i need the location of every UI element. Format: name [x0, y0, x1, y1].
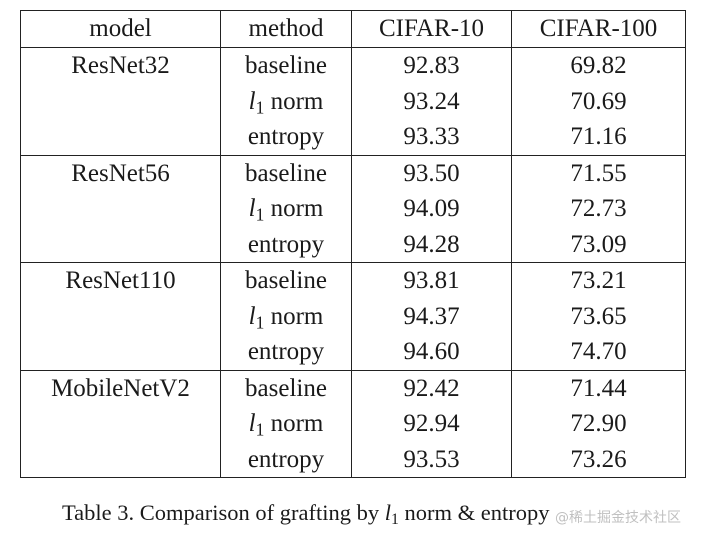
cifar100-cell: 72.73 — [511, 191, 686, 227]
method-math-sub: 1 — [255, 311, 265, 332]
table-row: entropy 93.33 71.16 — [21, 119, 686, 156]
method-cell: l1 norm — [220, 83, 352, 119]
method-math-rest: norm — [264, 302, 324, 330]
method-math-rest: norm — [264, 195, 324, 222]
method-cell: baseline — [220, 262, 352, 299]
table-row: l1 norm 92.94 72.90 — [21, 406, 686, 442]
cifar100-cell: 73.26 — [511, 441, 686, 478]
model-cell: ResNet32 — [20, 47, 221, 156]
header-cifar100: CIFAR-100 — [511, 10, 686, 48]
method-cell: entropy — [220, 334, 352, 371]
cifar100-cell: 71.55 — [511, 154, 686, 191]
cifar10-cell: 92.94 — [351, 406, 512, 442]
watermark-text: @稀土掘金技术社区 — [555, 510, 681, 526]
cifar10-cell: 94.28 — [351, 226, 512, 263]
method-cell: l1 norm — [220, 298, 352, 334]
table-row: l1 norm 93.24 70.69 — [21, 83, 686, 119]
method-math-sub: 1 — [255, 96, 265, 117]
cifar100-cell: 74.70 — [511, 334, 686, 371]
header-cifar10: CIFAR-10 — [351, 10, 512, 48]
cifar100-cell: 71.44 — [511, 369, 686, 406]
method-math-base: l — [248, 195, 256, 222]
table-caption: Table 3. Comparison of grafting by l1 no… — [62, 500, 550, 528]
cifar10-cell: 93.81 — [351, 262, 512, 299]
cifar100-cell: 72.90 — [511, 406, 686, 442]
table-row: entropy 94.28 73.09 — [21, 226, 686, 263]
table-header-row: model method CIFAR-10 CIFAR-100 — [20, 10, 686, 48]
header-method: method — [220, 10, 352, 48]
method-cell: entropy — [220, 119, 352, 156]
cifar10-cell: 92.42 — [351, 369, 512, 406]
method-math-base: l — [248, 302, 256, 330]
table-row: l1 norm 94.37 73.65 — [21, 298, 686, 334]
table-row: l1 norm 94.09 72.73 — [21, 191, 686, 227]
table-row: entropy 94.60 74.70 — [21, 334, 686, 371]
caption-prefix: Table 3. Comparison of grafting by — [62, 500, 385, 525]
method-math-rest: norm — [264, 410, 324, 437]
method-math-sub: 1 — [255, 419, 265, 440]
table-row: ResNet32 baseline 92.83 69.82 — [20, 47, 686, 156]
method-cell: entropy — [220, 226, 352, 263]
table-row: ResNet56 baseline 93.50 71.55 — [20, 154, 686, 263]
cifar10-cell: 94.09 — [351, 191, 512, 227]
model-cell: MobileNetV2 — [20, 369, 221, 478]
cifar10-cell: 94.60 — [351, 334, 512, 371]
method-cell: l1 norm — [220, 191, 352, 227]
cifar10-cell: 93.53 — [351, 441, 512, 478]
cifar100-cell: 73.21 — [511, 262, 686, 299]
cifar10-cell: 93.50 — [351, 154, 512, 191]
header-model: model — [20, 10, 221, 48]
caption-suffix: norm & entropy — [398, 500, 550, 525]
cifar100-cell: 73.65 — [511, 298, 686, 334]
method-cell: entropy — [220, 441, 352, 478]
caption-math-base: l — [384, 500, 391, 525]
method-cell: baseline — [220, 154, 352, 191]
method-math-base: l — [248, 410, 256, 437]
cifar10-cell: 94.37 — [351, 298, 512, 334]
table-row: MobileNetV2 baseline 92.42 71.44 — [20, 369, 686, 478]
method-cell: l1 norm — [220, 406, 352, 442]
caption-math-sub: 1 — [391, 510, 399, 528]
results-table: model method CIFAR-10 CIFAR-100 ResNet32… — [20, 10, 686, 478]
cifar10-cell: 93.33 — [351, 119, 512, 156]
model-cell: ResNet110 — [20, 262, 221, 371]
method-math-sub: 1 — [255, 204, 265, 225]
cifar10-cell: 93.24 — [351, 83, 512, 119]
method-cell: baseline — [220, 47, 352, 84]
cifar100-cell: 70.69 — [511, 83, 686, 119]
cifar10-cell: 92.83 — [351, 47, 512, 84]
table-row: ResNet110 baseline 93.81 73.21 — [20, 262, 686, 371]
table-body: ResNet32 baseline 92.83 69.82 l1 norm 93.24 70… — [20, 47, 686, 478]
method-cell: baseline — [220, 369, 352, 406]
method-math-base: l — [248, 87, 256, 115]
cifar100-cell: 73.09 — [511, 226, 686, 263]
method-math-rest: norm — [264, 87, 324, 115]
cifar100-cell: 69.82 — [511, 47, 686, 84]
table-row: entropy 93.53 73.26 — [21, 441, 686, 478]
cifar100-cell: 71.16 — [511, 119, 686, 156]
model-cell: ResNet56 — [20, 154, 221, 263]
